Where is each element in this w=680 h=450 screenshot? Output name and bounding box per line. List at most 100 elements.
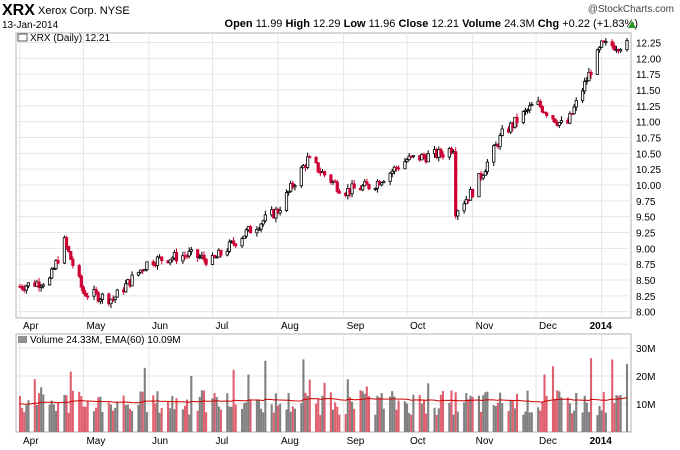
- volume-month-tick-label: Apr: [23, 436, 39, 447]
- volume-bar: [188, 414, 191, 432]
- volume-bar: [539, 410, 542, 432]
- candle-body: [293, 185, 297, 188]
- price-tick-label: 8.25: [636, 292, 656, 303]
- volume-bar: [198, 396, 201, 432]
- volume-bar: [509, 400, 512, 432]
- price-panel: [15, 32, 632, 319]
- candle-body: [242, 235, 246, 239]
- volume-bar: [391, 391, 394, 432]
- volume-bar: [471, 396, 474, 432]
- volume-bar: [615, 395, 618, 432]
- candle-body: [587, 71, 591, 82]
- price-x-axis: Apr May Jun Jul Aug Sep Oct Nov Dec 2014: [23, 321, 612, 332]
- volume-bar: [437, 408, 440, 432]
- price-tick-label: 8.50: [636, 276, 656, 287]
- volume-bar: [585, 402, 588, 432]
- candle-body: [589, 71, 593, 75]
- price-tick-label: 12.25: [636, 39, 661, 50]
- volume-bar: [575, 393, 578, 432]
- watermark: @StockCharts.com: [587, 4, 674, 15]
- volume-bar: [287, 393, 290, 432]
- candle-body: [604, 41, 608, 44]
- volume-bar: [205, 412, 208, 432]
- volume-bar: [469, 395, 472, 432]
- volume-month-tick-label: Sep: [347, 436, 365, 447]
- candle-body: [314, 156, 318, 164]
- volume-bar: [190, 376, 193, 432]
- volume-bar: [86, 400, 89, 432]
- volume-bar: [344, 414, 347, 432]
- volume-bar: [137, 404, 140, 432]
- volume-bar: [272, 412, 275, 432]
- candle-body: [528, 105, 532, 111]
- company-name: Xerox Corp. NYSE: [38, 5, 130, 17]
- volume-bar: [583, 395, 586, 432]
- candle-body: [225, 250, 229, 256]
- candle-body: [291, 182, 295, 188]
- candle-body: [361, 185, 365, 191]
- candle-body: [234, 243, 238, 247]
- volume-bar: [160, 407, 163, 432]
- volume-bar: [439, 394, 442, 432]
- volume-bar: [243, 403, 246, 432]
- volume-month-tick-label: May: [86, 436, 105, 447]
- volume-bar: [308, 379, 311, 432]
- volume-bar: [78, 391, 81, 432]
- candle-body: [350, 183, 354, 195]
- month-tick-label: 2014: [590, 321, 613, 332]
- volume-bar: [101, 411, 104, 432]
- candle-body: [454, 151, 458, 217]
- candle-body: [580, 90, 585, 101]
- candle-body: [181, 255, 185, 262]
- volume-bar: [181, 409, 184, 432]
- volume-bar: [97, 397, 100, 432]
- candle-body: [257, 228, 261, 231]
- volume-bar: [496, 402, 500, 432]
- candle-body: [308, 156, 312, 159]
- volume-bar: [545, 395, 548, 432]
- volume-bar: [139, 391, 142, 432]
- volume-bar: [492, 405, 495, 432]
- volume-bar: [480, 411, 483, 432]
- month-tick-label: Jul: [215, 321, 228, 332]
- volume-bar: [412, 394, 415, 432]
- candle-body: [483, 171, 487, 176]
- candle-body: [403, 161, 407, 170]
- candle-body: [50, 268, 54, 279]
- volume-bar: [334, 402, 337, 432]
- volume-bar: [264, 360, 267, 432]
- candle-body: [202, 254, 206, 260]
- candle-body: [382, 181, 386, 184]
- price-legend: XRX (Daily) 12.21: [17, 33, 110, 44]
- volume-bar: [128, 408, 132, 432]
- price-tick-label: 9.25: [636, 229, 656, 240]
- volume-bar: [274, 393, 277, 432]
- candle-body: [189, 249, 193, 252]
- month-tick-label: Sep: [347, 321, 365, 332]
- candle-body: [69, 251, 73, 260]
- volume-panel: [15, 333, 632, 433]
- candle-body: [572, 106, 576, 115]
- candle-body: [392, 166, 396, 172]
- volume-bar: [365, 386, 368, 432]
- candle-body: [439, 149, 443, 156]
- volume-bar: [570, 413, 574, 432]
- volume-bar: [186, 399, 189, 432]
- price-tick-label: 11.75: [636, 70, 661, 81]
- candle-body: [337, 191, 341, 194]
- volume-bar: [501, 403, 504, 432]
- candle-body: [20, 286, 24, 290]
- month-tick-label: Oct: [410, 321, 426, 332]
- candle-body: [255, 229, 259, 234]
- candle-body: [54, 260, 58, 270]
- candle-body: [365, 181, 369, 185]
- candle-body: [261, 220, 265, 225]
- candle-body: [79, 275, 83, 288]
- candle-body: [187, 250, 191, 257]
- volume-bar: [52, 404, 55, 432]
- volume-bar: [486, 391, 489, 432]
- volume-bar: [171, 395, 174, 432]
- volume-bar: [463, 402, 466, 432]
- volume-bar: [306, 395, 309, 432]
